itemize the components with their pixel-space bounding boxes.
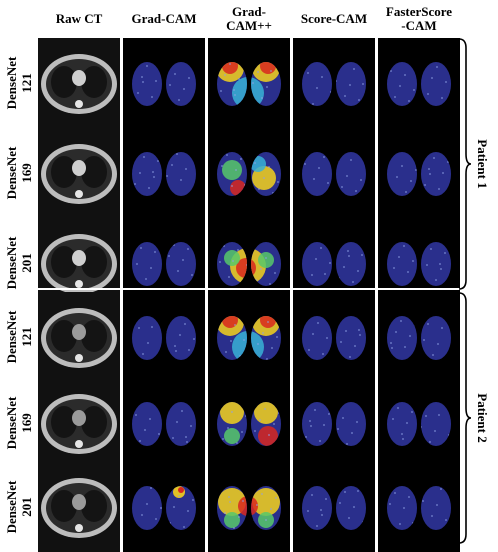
- grad-cam-map: [123, 38, 205, 128]
- grad-cam-map: [123, 378, 205, 468]
- grad-cam-pp-map: [208, 128, 290, 218]
- score-cam-map: [293, 378, 375, 468]
- patient-2-label: Patient 2: [475, 393, 490, 443]
- score-cam-map: [293, 128, 375, 218]
- grad-cam-map: [123, 292, 205, 382]
- column-header-grad-cam: Grad-CAM: [131, 11, 197, 26]
- raw-ct-image: [38, 38, 120, 128]
- grad-cam-pp-map: [208, 462, 290, 552]
- raw-ct-image: [38, 378, 120, 468]
- patient-2-brace: [458, 292, 472, 544]
- row-label-densenet-169-p2: DenseNet 169: [4, 396, 34, 450]
- column-header-fasterscore-cam: FasterScore -CAM: [385, 4, 453, 33]
- patient-1-brace: [458, 38, 472, 290]
- fasterscore-cam-map: [378, 128, 460, 218]
- grad-cam-pp-map: [208, 378, 290, 468]
- raw-ct-image: [38, 462, 120, 552]
- row-label-densenet-169-p1: DenseNet 169: [4, 146, 34, 200]
- score-cam-map: [293, 292, 375, 382]
- fasterscore-cam-map: [378, 38, 460, 128]
- fasterscore-cam-map: [378, 462, 460, 552]
- grad-cam-map: [123, 128, 205, 218]
- column-header-score-cam: Score-CAM: [300, 11, 368, 26]
- fasterscore-cam-map: [378, 292, 460, 382]
- score-cam-map: [293, 38, 375, 128]
- column-header-grad-cam-pp: Grad- CAM++: [226, 4, 272, 33]
- grad-cam-pp-map: [208, 38, 290, 128]
- row-label-densenet-201-p2: DenseNet 201: [4, 480, 34, 534]
- patient-1-label: Patient 1: [475, 139, 490, 189]
- patient-separator: [38, 288, 462, 290]
- score-cam-map: [293, 462, 375, 552]
- column-header-raw-ct: Raw CT: [55, 11, 103, 26]
- fasterscore-cam-map: [378, 378, 460, 468]
- grad-cam-map: [123, 462, 205, 552]
- raw-ct-image: [38, 128, 120, 218]
- raw-ct-image: [38, 292, 120, 382]
- row-label-densenet-121-p2: DenseNet 121: [4, 310, 34, 364]
- grad-cam-pp-map: [208, 292, 290, 382]
- row-label-densenet-121-p1: DenseNet 121: [4, 56, 34, 110]
